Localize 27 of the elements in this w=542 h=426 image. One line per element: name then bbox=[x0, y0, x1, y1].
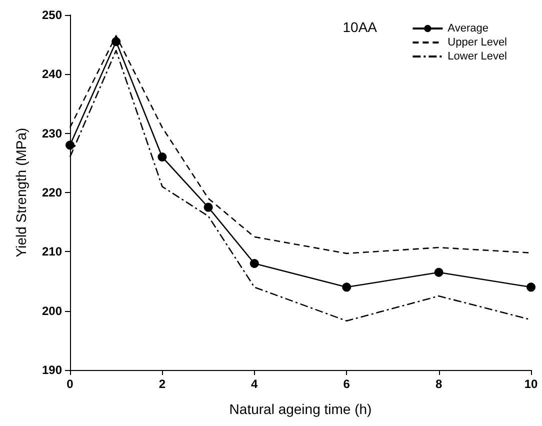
point bbox=[342, 282, 352, 292]
point bbox=[250, 259, 259, 268]
y-tick-label: 190 bbox=[42, 363, 62, 377]
point bbox=[112, 37, 121, 46]
y-tick-label: 230 bbox=[42, 126, 62, 140]
x-tick-label: 8 bbox=[435, 377, 442, 391]
point bbox=[526, 282, 536, 292]
point bbox=[66, 140, 74, 150]
legend-label: Lower Level bbox=[448, 50, 508, 62]
x-tick-label: 10 bbox=[524, 377, 538, 391]
y-tick-label: 220 bbox=[42, 186, 62, 200]
y-tick-label: 240 bbox=[42, 67, 62, 82]
y-axis-title: Yield Strength (MPa) bbox=[13, 128, 29, 258]
y-tick-label: 200 bbox=[42, 304, 62, 318]
y-tick-label: 250 bbox=[42, 8, 62, 22]
y-tick-label: 210 bbox=[42, 244, 62, 259]
x-tick-label: 6 bbox=[343, 377, 350, 391]
x-axis-title: Natural ageing time (h) bbox=[229, 401, 372, 417]
point bbox=[158, 152, 167, 162]
x-tick-label: 4 bbox=[251, 377, 258, 391]
point bbox=[434, 268, 444, 277]
point bbox=[204, 202, 213, 212]
x-tick-label: 2 bbox=[158, 377, 166, 391]
x-tick-label: 0 bbox=[66, 377, 74, 391]
annotation: 10AA bbox=[342, 19, 378, 35]
legend-label: Average bbox=[448, 22, 488, 34]
legend-label: Upper Level bbox=[448, 36, 508, 48]
